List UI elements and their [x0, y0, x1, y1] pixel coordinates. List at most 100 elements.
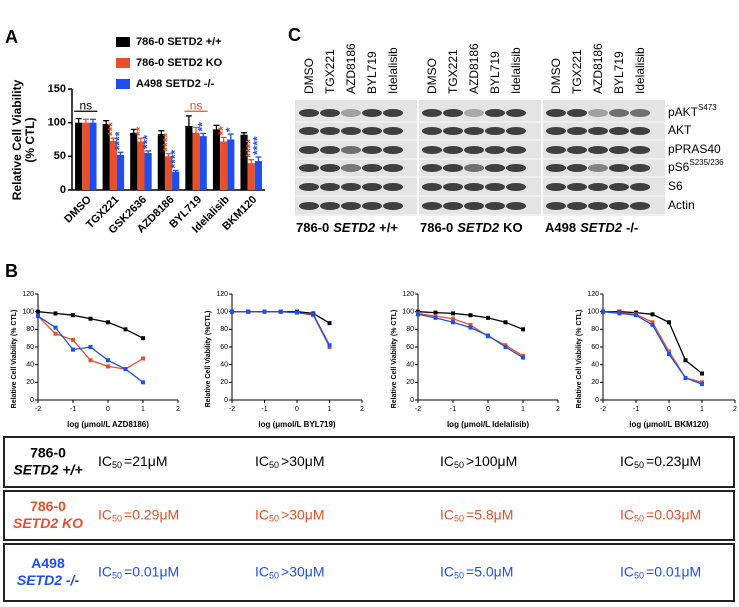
blot-row-label: pPRAS40: [668, 142, 721, 156]
y-tick-label: 100: [402, 309, 414, 316]
blot-band: [630, 146, 650, 154]
blot-column-label: Idelalisib: [633, 47, 647, 94]
x-tick-label: 0: [486, 406, 490, 413]
annotation: ns: [79, 99, 92, 113]
ic-sub: 50: [112, 571, 122, 581]
data-point: [88, 345, 93, 349]
blot-column-label: DMSO: [425, 58, 439, 94]
blot-column-label: Idelalisib: [386, 47, 400, 94]
blot-column-label: AZD8186: [467, 43, 481, 94]
blot-band: [341, 127, 361, 135]
blot-column-label: DMSO: [549, 58, 563, 94]
blot-band: [464, 164, 484, 172]
fit-curve: [232, 311, 331, 346]
row-label-text: pS6: [668, 160, 690, 174]
blot-band: [630, 109, 650, 117]
blot-band: [383, 146, 403, 154]
panel-label: A: [5, 27, 18, 47]
blot-band: [383, 164, 403, 172]
bar: [172, 171, 180, 190]
blot-band: [341, 202, 361, 210]
data-point: [468, 325, 473, 330]
blot-column-label: TGX221: [570, 49, 584, 94]
blot-band: [588, 109, 608, 117]
blot-band: [464, 127, 484, 135]
ic-sub: 50: [454, 514, 464, 524]
ic-sub: 50: [112, 460, 122, 470]
blot-band: [362, 202, 382, 210]
row-label-sup: S473: [698, 103, 717, 112]
x-tick-label: 1: [700, 406, 704, 413]
y-tick-label: 20: [220, 379, 228, 386]
row-label-text: Actin: [668, 198, 695, 212]
blot-row-label: pAKTS473: [668, 103, 717, 119]
blot-band: [630, 164, 650, 172]
data-point: [451, 320, 455, 325]
significance-label: ***: [106, 122, 120, 136]
y-tick-label: 100: [48, 117, 66, 129]
legend-swatch: [116, 79, 130, 89]
data-point: [468, 313, 473, 318]
y-tick-label: 100: [587, 309, 599, 316]
blot-band: [506, 127, 526, 135]
x-tick-label: 2: [176, 406, 180, 413]
blot-group-label: A498 SETD2 -/-: [545, 220, 638, 235]
legend-label: A498 SETD2 -/-: [136, 78, 215, 90]
blot-band: [320, 109, 340, 117]
blot-row-label: Actin: [668, 198, 695, 212]
row-label-text: S6: [668, 179, 683, 193]
blot-column-label: BYL719: [365, 51, 379, 94]
blot-band: [485, 183, 505, 191]
x-tick-label: 1: [328, 406, 332, 413]
bar: [137, 141, 145, 190]
blot-band: [341, 183, 361, 191]
ic-sub: 50: [634, 571, 644, 581]
blot-band: [506, 183, 526, 191]
blot-band: [383, 127, 403, 135]
blot-column-label: TGX221: [323, 49, 337, 94]
bar: [227, 139, 235, 190]
row-label: SETD2 +/+: [13, 462, 82, 478]
ic-sub: 50: [634, 514, 644, 524]
y-tick-label: 20: [591, 379, 599, 386]
x-tick-label: 0: [295, 406, 299, 413]
blot-band: [341, 109, 361, 117]
blot-column-label: Idelalisib: [509, 47, 523, 94]
blot-group-label: 786-0 SETD2 +/+: [296, 220, 398, 235]
ic-sub: 50: [269, 571, 279, 581]
y-axis-label: Relative Cell Viability (%CTL): [205, 311, 212, 408]
ic-value: =0.01μM: [124, 563, 179, 579]
blot-group-label: 786-0 SETD2 KO: [420, 220, 523, 235]
blot-band: [567, 202, 587, 210]
blot-band: [485, 127, 505, 135]
bar: [185, 126, 193, 190]
bar: [164, 156, 173, 190]
bar: [102, 124, 110, 190]
blot-band: [320, 146, 340, 154]
blot-band: [546, 109, 566, 117]
ic-value: =5.8μM: [466, 506, 513, 522]
y-tick-label: 120: [402, 291, 414, 298]
significance-label: ****: [161, 133, 175, 152]
ic-sub: 50: [454, 460, 464, 470]
row-label: SETD2 -/-: [17, 572, 80, 588]
row-label: 786-0: [30, 498, 66, 514]
ic50-cell: IC50 =0.23μM: [620, 453, 701, 471]
y-tick-label: 120: [22, 291, 34, 298]
data-point: [486, 333, 490, 338]
y-tick-label: 0: [410, 397, 414, 404]
y-tick-label: 80: [591, 326, 599, 333]
blot-band: [299, 109, 319, 117]
blot-band: [299, 183, 319, 191]
ic50-cell: IC50 =0.03μM: [620, 506, 701, 524]
ic-value: =5.0μM: [466, 563, 513, 579]
x-axis-label: log (μmol/L BKM120): [629, 420, 709, 429]
row-label-sup: S235/236: [689, 158, 724, 167]
data-point: [667, 352, 671, 357]
x-tick-label: 0: [106, 406, 110, 413]
group-genotype: KO: [503, 220, 523, 235]
legend-swatch: [116, 37, 130, 47]
row-label-text: pAKT: [668, 105, 699, 119]
x-tick-label: 2: [733, 406, 737, 413]
